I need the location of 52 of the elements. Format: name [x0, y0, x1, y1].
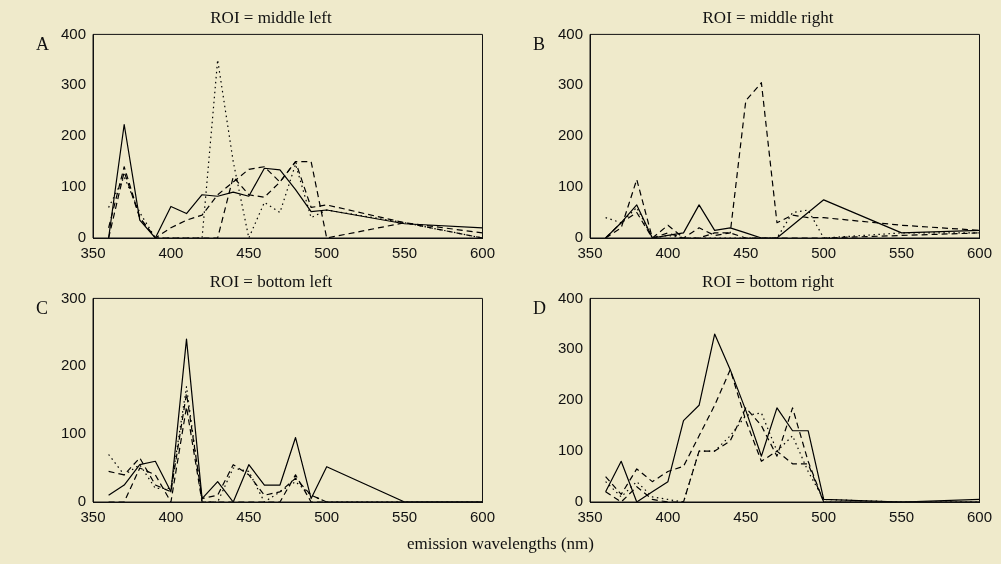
x-tick-label: 400 [158, 508, 184, 526]
x-axis-title: emission wavelengths (nm) [406, 534, 595, 554]
y-tick-label: 100 [558, 177, 584, 195]
y-tick-label: 300 [61, 288, 87, 306]
x-tick-label: 450 [236, 508, 262, 526]
text: A [36, 34, 49, 55]
x-tick-label: 350 [577, 244, 603, 262]
x-tick-label: 550 [392, 244, 418, 262]
text: C [36, 298, 49, 319]
x-tick-label: 450 [236, 244, 262, 262]
y-tick-label: 300 [558, 339, 584, 357]
x-tick-label: 500 [811, 244, 837, 262]
y-tick-label: 200 [558, 390, 584, 408]
y-tick-label: 400 [61, 24, 87, 42]
x-tick-label: 550 [392, 508, 418, 526]
text: D [533, 298, 546, 319]
y-tick-label: 0 [77, 492, 87, 510]
x-tick-label: 600 [469, 244, 495, 262]
y-tick-label: 0 [574, 228, 584, 246]
chart-title: ROI = middle right [702, 7, 834, 27]
x-tick-label: 350 [577, 508, 603, 526]
x-tick-label: 600 [469, 508, 495, 526]
y-tick-label: 200 [61, 126, 87, 144]
x-tick-label: 500 [314, 244, 340, 262]
y-tick-label: 100 [61, 177, 87, 195]
x-tick-label: 450 [733, 508, 759, 526]
chart-title: ROI = middle left [210, 7, 333, 27]
x-tick-label: 500 [314, 508, 340, 526]
x-tick-label: 400 [158, 244, 184, 262]
y-tick-label: 100 [61, 424, 87, 442]
y-tick-label: 0 [77, 228, 87, 246]
x-tick-label: 400 [655, 244, 681, 262]
x-tick-label: 350 [80, 244, 106, 262]
y-tick-label: 200 [61, 356, 87, 374]
y-tick-label: 0 [574, 492, 584, 510]
y-tick-label: 300 [558, 75, 584, 93]
x-tick-label: 600 [966, 244, 992, 262]
y-tick-label: 300 [61, 75, 87, 93]
chart-title: ROI = bottom left [209, 271, 333, 291]
x-tick-label: 350 [80, 508, 106, 526]
x-tick-label: 600 [966, 508, 992, 526]
y-tick-label: 200 [558, 126, 584, 144]
x-tick-label: 400 [655, 508, 681, 526]
y-tick-label: 400 [558, 24, 584, 42]
chart-title: ROI = bottom right [702, 271, 835, 291]
x-tick-label: 550 [889, 508, 915, 526]
y-tick-label: 400 [558, 288, 584, 306]
x-tick-label: 450 [733, 244, 759, 262]
y-tick-label: 100 [558, 441, 584, 459]
x-tick-label: 500 [811, 508, 837, 526]
x-tick-label: 550 [889, 244, 915, 262]
text: B [533, 34, 546, 55]
